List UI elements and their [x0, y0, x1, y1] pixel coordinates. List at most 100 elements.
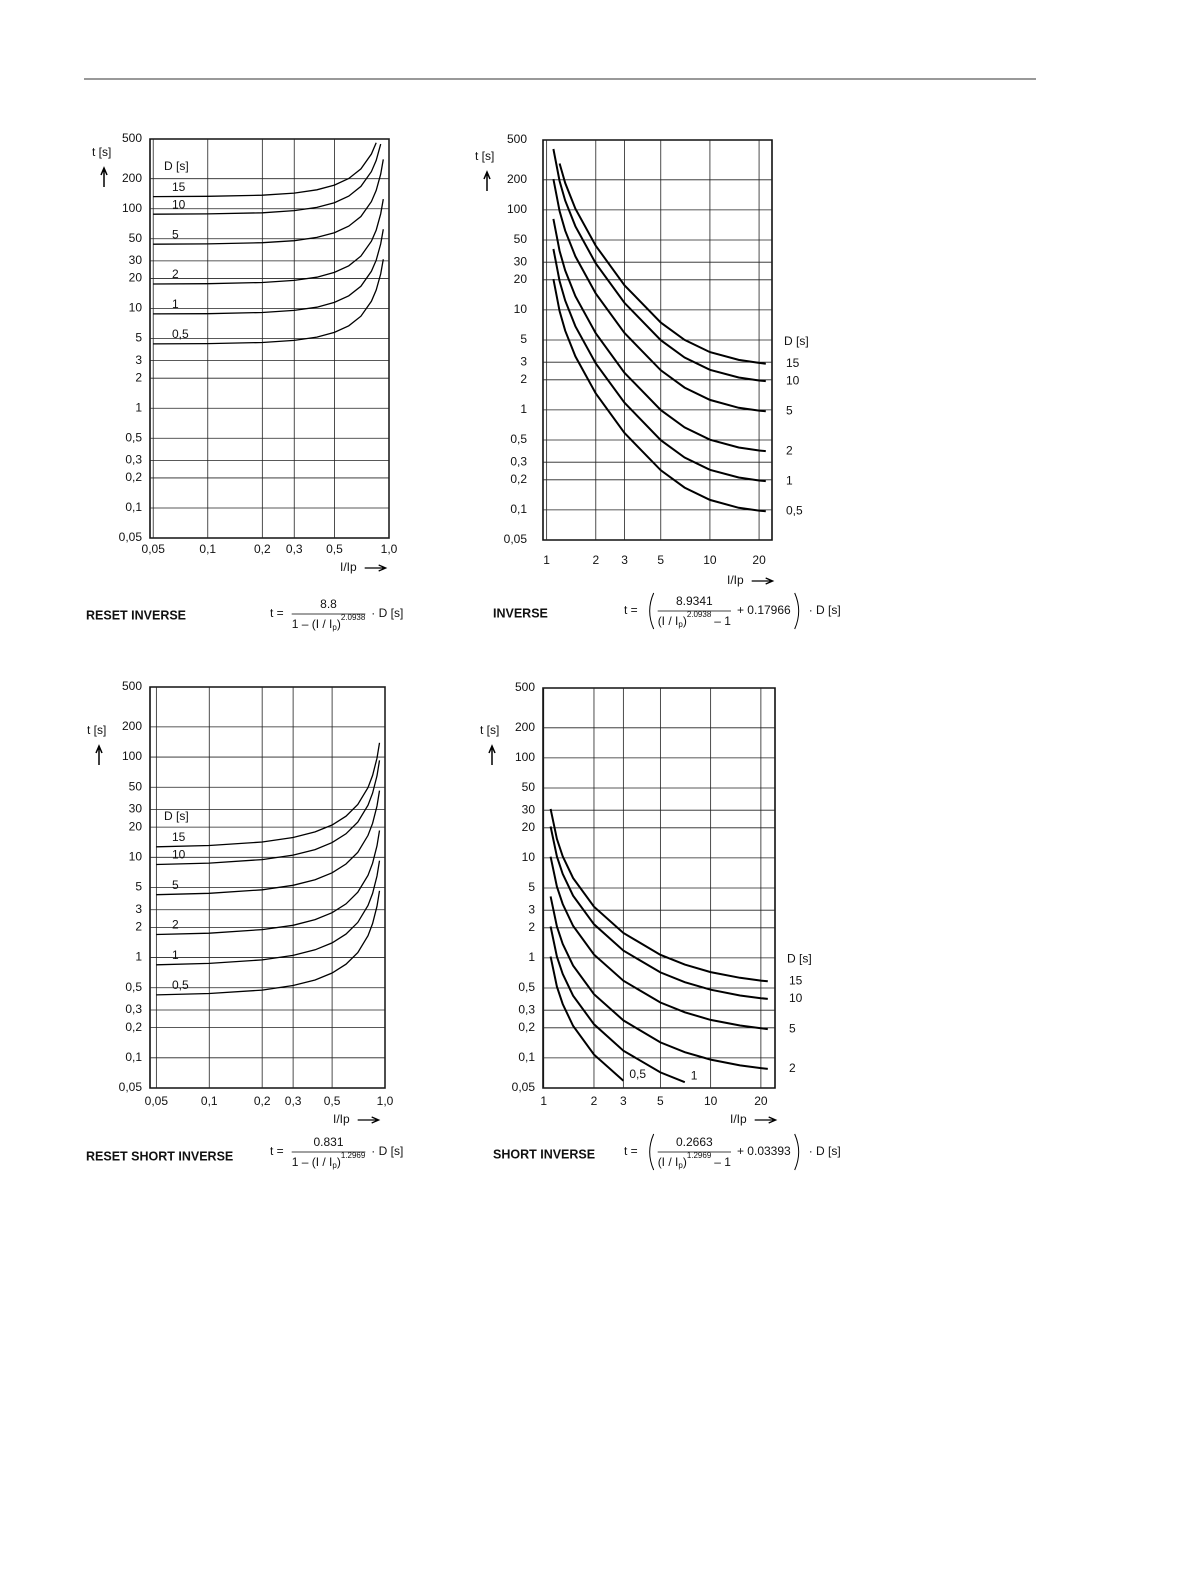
curve: [549, 926, 686, 1084]
chart-title: INVERSE: [493, 606, 548, 620]
legend-label: 5: [172, 878, 179, 892]
formula-subscript: p: [678, 1161, 683, 1170]
chart-title: RESET SHORT INVERSE: [86, 1149, 233, 1163]
legend-label: 15: [172, 180, 186, 194]
x-tick-label: 2: [592, 553, 599, 567]
formula-exponent: 1.2969: [687, 1151, 712, 1160]
y-axis-label: t [s]: [480, 723, 499, 737]
legend-label: 5: [786, 403, 793, 417]
x-tick-label: 5: [657, 1094, 664, 1108]
y-tick-label: 0,5: [518, 980, 535, 994]
y-tick-label: 0,2: [518, 1020, 535, 1034]
formula-denominator-text: 1 – (I / I: [292, 1155, 333, 1169]
curve: [549, 896, 768, 1070]
x-tick-label: 20: [754, 1094, 768, 1108]
x-tick-label: 1,0: [377, 1094, 394, 1108]
legend-title: D [s]: [164, 809, 189, 823]
y-tick-label: 200: [122, 719, 142, 733]
legend-label: 15: [786, 356, 800, 370]
y-tick-label: 0,3: [518, 1002, 535, 1016]
x-axis-label: I/Ip: [727, 573, 744, 587]
y-tick-label: 1: [520, 402, 527, 416]
curve: [552, 248, 766, 483]
y-tick-label: 500: [122, 679, 142, 693]
x-tick-label: 2: [591, 1094, 598, 1108]
y-tick-label: 3: [528, 902, 535, 916]
x-tick-label: 10: [704, 1094, 718, 1108]
legend-label: 10: [172, 197, 186, 211]
curve: [552, 278, 766, 513]
y-tick-label: 100: [122, 749, 142, 763]
x-tick-label: 0,5: [326, 542, 343, 556]
formula-numerator: 8.8: [320, 597, 337, 611]
formula-subscript: p: [332, 623, 337, 632]
curve: [558, 163, 766, 365]
y-tick-label: 0,1: [125, 1050, 142, 1064]
x-tick-label: 0,5: [324, 1094, 341, 1108]
legend-label: 10: [172, 848, 186, 862]
x-arrow: [357, 1116, 381, 1124]
legend-label: 0,5: [172, 978, 189, 992]
chart-title: SHORT INVERSE: [493, 1147, 595, 1161]
legend-title: D [s]: [164, 159, 189, 173]
y-tick-label: 30: [129, 802, 143, 816]
y-tick-label: 2: [135, 920, 142, 934]
curve: [153, 159, 384, 245]
y-tick-label: 0,05: [504, 532, 528, 546]
formula-subscript: p: [678, 620, 683, 629]
y-tick-label: 20: [129, 271, 143, 285]
legend-label: 5: [789, 1021, 796, 1035]
x-tick-label: 0,1: [199, 542, 216, 556]
y-tick-label: 0,1: [125, 500, 142, 514]
y-tick-label: 30: [514, 254, 528, 268]
y-tick-label: 2: [135, 370, 142, 384]
y-arrow: [483, 170, 491, 191]
formula-numerator: 8.9341: [676, 594, 713, 608]
formula-denominator-text: (I / I: [658, 614, 679, 628]
y-arrow: [488, 744, 496, 765]
y-tick-label: 1: [135, 400, 142, 414]
curve: [156, 760, 381, 866]
curve: [153, 142, 377, 198]
formula-rhs: · D [s]: [371, 606, 403, 620]
y-tick-label: 2: [528, 920, 535, 934]
curve: [153, 259, 384, 345]
curve: [156, 830, 381, 936]
y-tick-label: 50: [522, 780, 536, 794]
chart-title: RESET INVERSE: [86, 608, 186, 622]
y-tick-label: 0,1: [510, 502, 527, 516]
formula-lhs: t =: [270, 1144, 284, 1158]
formula-lhs: t =: [624, 603, 638, 617]
y-tick-label: 30: [129, 253, 143, 267]
x-arrow: [751, 577, 775, 585]
y-tick-label: 30: [522, 802, 536, 816]
formula-denominator-text: 1 – (I / I: [292, 617, 333, 631]
curve: [156, 860, 381, 966]
y-tick-label: 0,5: [125, 980, 142, 994]
formula-denominator: 1 – (I / Ip)1.2969: [292, 1151, 366, 1170]
legend-label: 2: [172, 918, 179, 932]
y-tick-label: 200: [122, 171, 142, 185]
legend-label: 10: [786, 373, 800, 387]
formula-tail: – 1: [714, 1155, 731, 1169]
legend-label: 2: [789, 1061, 796, 1075]
x-axis-label: I/Ip: [340, 560, 357, 574]
x-tick-label: 0,2: [254, 1094, 271, 1108]
paren: [794, 592, 800, 630]
legend-label: 10: [789, 991, 803, 1005]
y-tick-label: 200: [515, 720, 535, 734]
y-tick-label: 0,2: [125, 470, 142, 484]
y-tick-label: 1: [135, 950, 142, 964]
formula-exponent: 2.0938: [341, 613, 366, 622]
y-tick-label: 100: [515, 750, 535, 764]
formula-rhs: · D [s]: [371, 1144, 403, 1158]
legend-label: 2: [786, 443, 793, 457]
y-tick-label: 5: [135, 331, 142, 345]
curve: [156, 890, 381, 996]
formula-rhs: · D [s]: [809, 603, 841, 617]
y-arrow: [100, 166, 108, 187]
y-tick-label: 3: [520, 354, 527, 368]
formula-denominator: (I / Ip)1.2969– 1: [658, 1151, 732, 1170]
